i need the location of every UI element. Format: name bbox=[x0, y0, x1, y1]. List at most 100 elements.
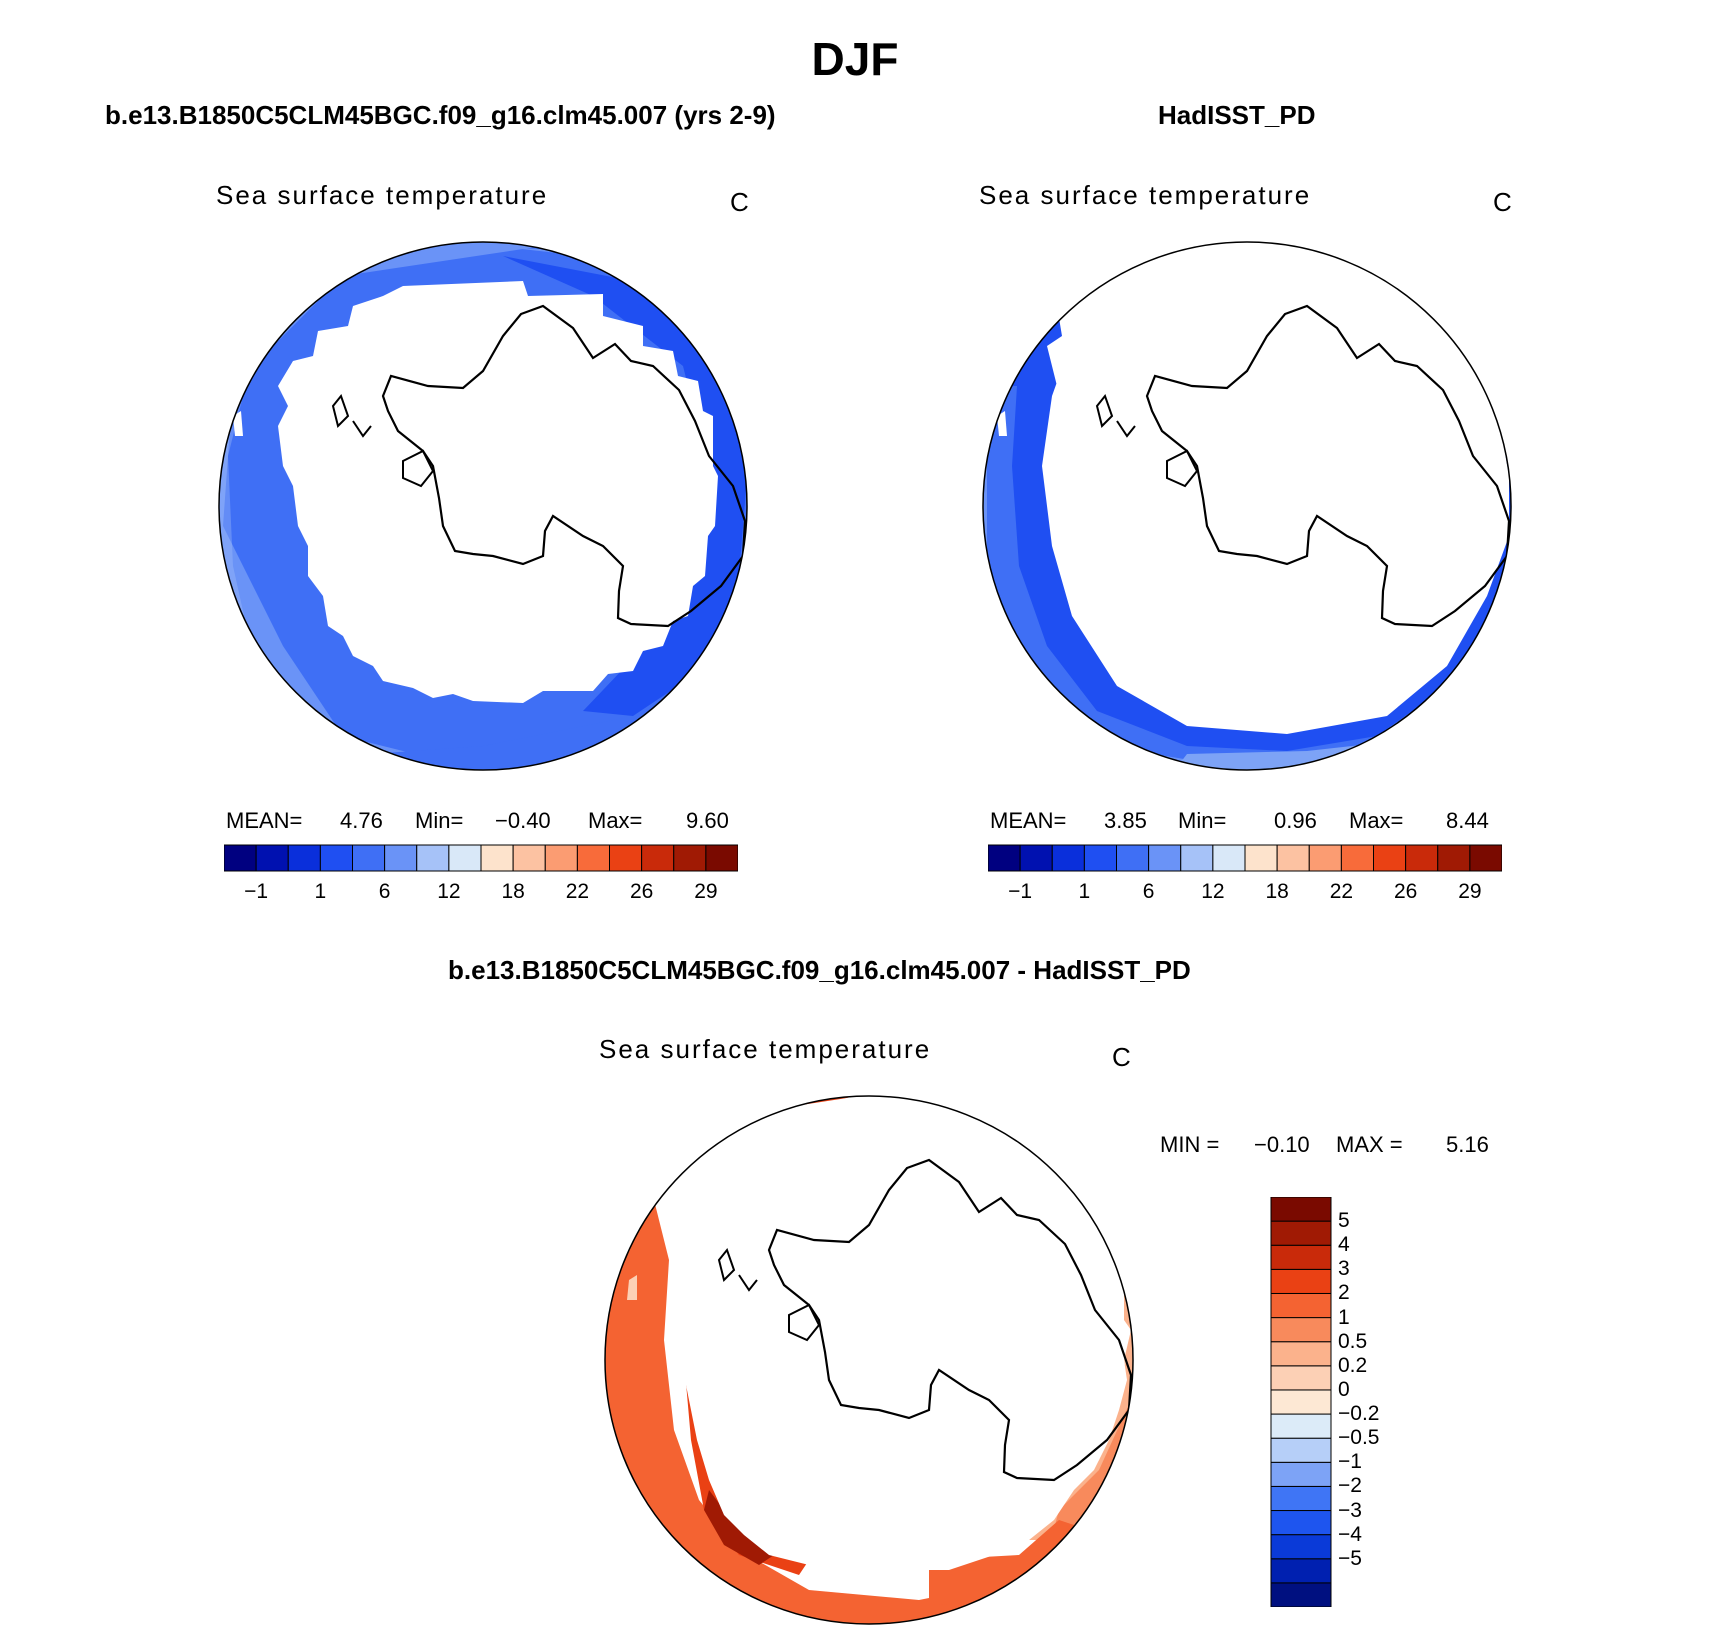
model-colorbar-tick-label: 26 bbox=[629, 880, 654, 903]
diff-colorbar-box bbox=[1270, 1437, 1332, 1463]
diff-colorbar-tick-label: −0.5 bbox=[1338, 1426, 1380, 1450]
obs-colorbar-box bbox=[1340, 844, 1375, 872]
model-max-value: 9.60 bbox=[686, 808, 729, 833]
diff-colorbar-tick-label: 1 bbox=[1338, 1305, 1350, 1329]
obs-min-value: 0.96 bbox=[1274, 808, 1317, 833]
diff-colorbar-tick-label: −1 bbox=[1338, 1450, 1362, 1474]
diff-colorbar-tick-label: −3 bbox=[1338, 1498, 1362, 1522]
model-colorbar-box bbox=[416, 844, 450, 872]
model-colorbar-box bbox=[544, 844, 578, 872]
model-colorbar-box bbox=[480, 844, 514, 872]
diff-colorbar bbox=[1270, 1197, 1332, 1607]
obs-sst-map bbox=[982, 241, 1512, 771]
obs-colorbar-tick-label: 12 bbox=[1201, 880, 1225, 903]
model-colorbar-tick-label: 22 bbox=[565, 880, 590, 903]
diff-colorbar-box bbox=[1270, 1534, 1332, 1560]
obs-max-label: Max= bbox=[1349, 808, 1404, 833]
diff-sst-map bbox=[604, 1095, 1134, 1625]
obs-colorbar-box bbox=[1212, 844, 1246, 872]
obs-colorbar bbox=[988, 844, 1502, 872]
obs-colorbar-box bbox=[1373, 844, 1407, 872]
model-colorbar-box bbox=[255, 844, 289, 872]
model-colorbar-box bbox=[512, 844, 546, 872]
diff-case-title: b.e13.B1850C5CLM45BGC.f09_g16.clm45.007 … bbox=[448, 955, 1191, 985]
model-min-value: −0.40 bbox=[495, 808, 551, 833]
model-sst-map bbox=[218, 241, 748, 771]
model-colorbar-box bbox=[384, 844, 418, 872]
obs-colorbar-box bbox=[1469, 844, 1502, 872]
diff-colorbar-tick-label: 0 bbox=[1338, 1377, 1350, 1401]
diff-colorbar-box bbox=[1270, 1389, 1332, 1415]
diff-colorbar-tick-label: −5 bbox=[1338, 1546, 1362, 1570]
model-mean-label: MEAN= bbox=[226, 808, 303, 833]
diff-colorbar-tick-label: 5 bbox=[1338, 1209, 1350, 1233]
obs-colorbar-tick-label: 29 bbox=[1458, 880, 1482, 903]
model-max-label: Max= bbox=[588, 808, 643, 833]
model-colorbar-box bbox=[287, 844, 321, 872]
diff-colorbar-box bbox=[1270, 1220, 1332, 1246]
diff-colorbar-box bbox=[1270, 1485, 1332, 1512]
obs-colorbar-box bbox=[1116, 844, 1150, 872]
model-colorbar-tick-label: 29 bbox=[694, 880, 718, 903]
obs-min-label: Min= bbox=[1178, 808, 1227, 833]
diff-colorbar-box bbox=[1270, 1341, 1332, 1367]
model-colorbar-box bbox=[705, 844, 738, 872]
obs-colorbar-box bbox=[1148, 844, 1182, 872]
model-colorbar-box bbox=[224, 844, 257, 872]
model-colorbar-box bbox=[673, 844, 707, 872]
model-colorbar-tick-label: 12 bbox=[437, 880, 461, 903]
diff-colorbar-tick-label: 0.2 bbox=[1338, 1353, 1368, 1377]
obs-colorbar-box bbox=[1405, 844, 1439, 872]
diff-colorbar-tick-label: −2 bbox=[1338, 1474, 1362, 1498]
diff-colorbar-box bbox=[1270, 1365, 1332, 1391]
model-colorbar-box bbox=[319, 844, 354, 872]
model-colorbar-tick-label: −1 bbox=[244, 880, 269, 903]
diff-max-label: MAX = bbox=[1336, 1132, 1403, 1157]
diff-min-label: MIN = bbox=[1160, 1132, 1220, 1157]
obs-colorbar-tick-label: 1 bbox=[1078, 880, 1091, 903]
diff-colorbar-tick-label: 2 bbox=[1338, 1281, 1350, 1305]
model-case-title: b.e13.B1850C5CLM45BGC.f09_g16.clm45.007 … bbox=[105, 100, 776, 130]
model-variable-label: Sea surface temperature bbox=[216, 180, 549, 210]
model-units-label: C bbox=[730, 187, 749, 217]
obs-colorbar-box bbox=[1180, 844, 1214, 872]
diff-colorbar-box bbox=[1270, 1268, 1332, 1294]
diff-colorbar-box bbox=[1270, 1292, 1332, 1319]
obs-colorbar-tick-label: 26 bbox=[1393, 880, 1418, 903]
obs-colorbar-box bbox=[1019, 844, 1053, 872]
diff-colorbar-box bbox=[1270, 1413, 1332, 1439]
diff-colorbar-box bbox=[1270, 1461, 1332, 1487]
model-colorbar-box bbox=[641, 844, 675, 872]
diff-units-label: C bbox=[1112, 1042, 1131, 1072]
model-colorbar-box bbox=[448, 844, 482, 872]
obs-colorbar-ticks: −1 1 6 12 18 22 26 29 bbox=[988, 880, 1502, 910]
diff-colorbar-box bbox=[1270, 1510, 1332, 1536]
diff-min-value: −0.10 bbox=[1254, 1132, 1310, 1157]
diff-colorbar-box bbox=[1270, 1317, 1332, 1343]
obs-max-value: 8.44 bbox=[1446, 808, 1489, 833]
diff-colorbar-box bbox=[1270, 1582, 1332, 1607]
model-colorbar-box bbox=[352, 844, 386, 872]
diff-max-value: 5.16 bbox=[1446, 1132, 1489, 1157]
model-colorbar-tick-label: 18 bbox=[501, 880, 525, 903]
model-colorbar-tick-label: 6 bbox=[378, 880, 391, 903]
model-mean-value: 4.76 bbox=[340, 808, 383, 833]
diff-colorbar-tick-label: −0.2 bbox=[1338, 1402, 1380, 1426]
obs-colorbar-box bbox=[1244, 844, 1278, 872]
obs-colorbar-tick-label: 6 bbox=[1142, 880, 1155, 903]
obs-colorbar-box bbox=[1051, 844, 1085, 872]
diff-variable-label: Sea surface temperature bbox=[599, 1034, 932, 1064]
diff-colorbar-box bbox=[1270, 1244, 1332, 1270]
model-min-label: Min= bbox=[415, 808, 464, 833]
obs-mean-value: 3.85 bbox=[1104, 808, 1147, 833]
diff-colorbar-ticks: 5 4 3 2 1 0.5 0.2 0 −0.2 −0.5 −1 −2 −3 −4 −5 bbox=[1338, 1197, 1418, 1607]
model-colorbar-box bbox=[609, 844, 643, 872]
obs-case-title: HadISST_PD bbox=[1158, 100, 1316, 130]
obs-colorbar-box bbox=[988, 844, 1021, 872]
diff-colorbar-tick-label: 4 bbox=[1338, 1233, 1350, 1257]
obs-variable-label: Sea surface temperature bbox=[979, 180, 1312, 210]
obs-colorbar-box bbox=[1083, 844, 1118, 872]
obs-mean-label: MEAN= bbox=[990, 808, 1067, 833]
figure-title: DJF bbox=[811, 33, 899, 85]
model-colorbar bbox=[224, 844, 738, 872]
